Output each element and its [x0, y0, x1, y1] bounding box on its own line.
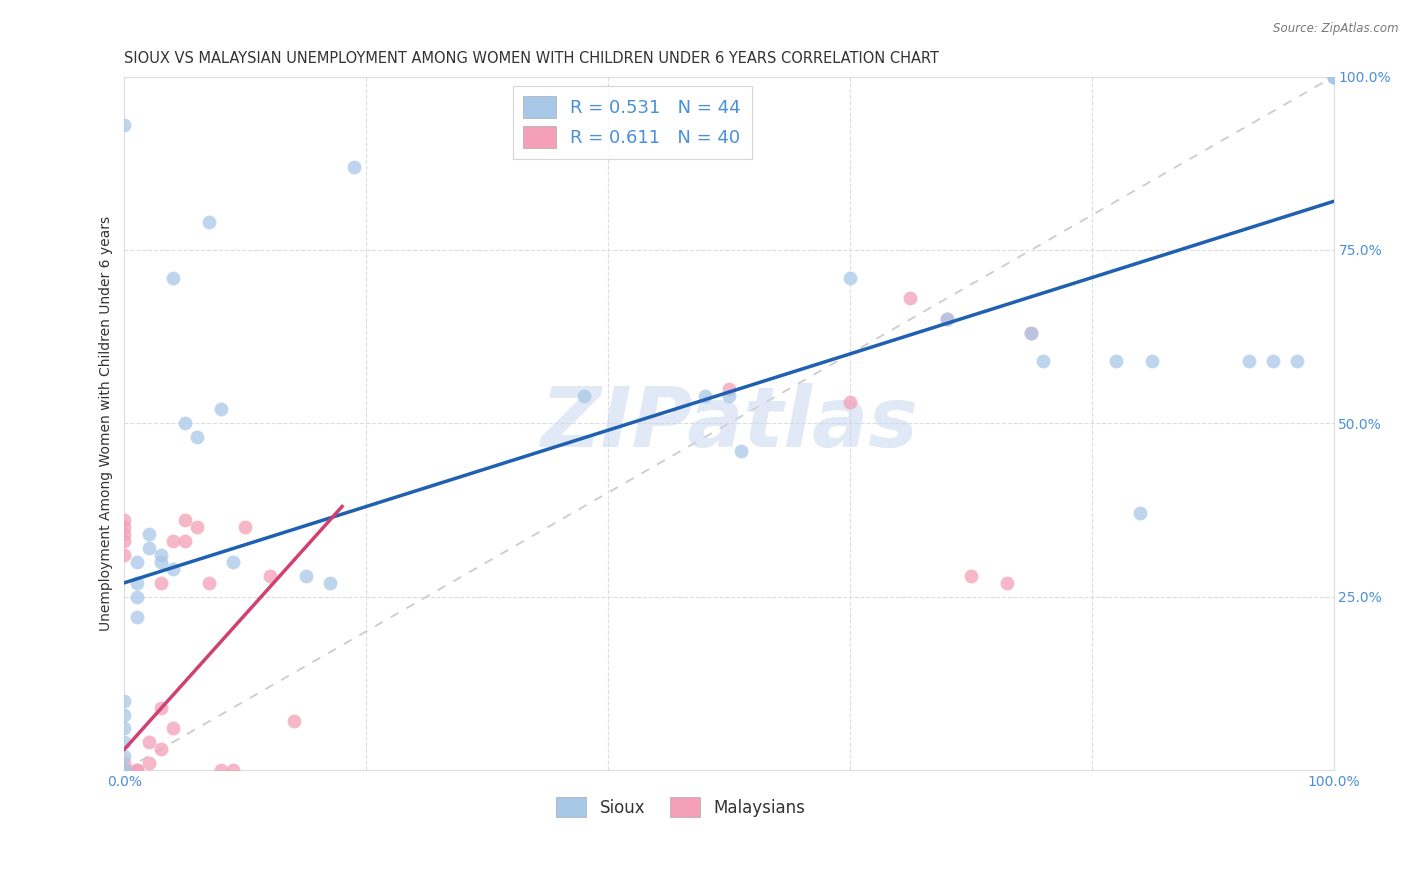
Point: [149, 548, 172, 562]
Point: [209, 402, 232, 417]
Point: [295, 569, 318, 583]
Point: [114, 693, 136, 707]
Point: [730, 444, 752, 458]
Point: [114, 735, 136, 749]
Point: [138, 735, 160, 749]
Point: [125, 763, 148, 777]
Point: [174, 534, 197, 549]
Point: [114, 722, 136, 736]
Point: [935, 312, 957, 326]
Point: [1261, 354, 1284, 368]
Point: [114, 548, 136, 562]
Point: [125, 763, 148, 777]
Point: [138, 756, 160, 770]
Point: [149, 575, 172, 590]
Point: [995, 575, 1018, 590]
Point: [114, 534, 136, 549]
Point: [1286, 354, 1309, 368]
Point: [222, 555, 245, 569]
Point: [149, 742, 172, 756]
Point: [235, 520, 257, 534]
Point: [114, 513, 136, 527]
Point: [174, 513, 197, 527]
Point: [125, 555, 148, 569]
Point: [1237, 354, 1260, 368]
Point: [209, 763, 232, 777]
Point: [1322, 70, 1344, 84]
Point: [162, 270, 184, 285]
Point: [717, 388, 740, 402]
Point: [343, 160, 366, 174]
Point: [114, 763, 136, 777]
Point: [1140, 354, 1163, 368]
Point: [162, 562, 184, 576]
Point: [114, 763, 136, 777]
Point: [114, 118, 136, 132]
Point: [149, 555, 172, 569]
Point: [114, 763, 136, 777]
Point: [162, 722, 184, 736]
Point: [319, 575, 342, 590]
Point: [114, 763, 136, 777]
Point: [125, 610, 148, 624]
Point: [959, 569, 981, 583]
Y-axis label: Unemployment Among Women with Children Under 6 years: Unemployment Among Women with Children U…: [100, 216, 114, 631]
Text: Source: ZipAtlas.com: Source: ZipAtlas.com: [1274, 22, 1399, 36]
Point: [1105, 354, 1128, 368]
Point: [114, 749, 136, 764]
Point: [149, 700, 172, 714]
Point: [1322, 70, 1344, 84]
Point: [283, 714, 305, 729]
Point: [1019, 326, 1042, 340]
Point: [114, 763, 136, 777]
Point: [838, 270, 860, 285]
Point: [198, 575, 221, 590]
Point: [198, 215, 221, 229]
Point: [1322, 70, 1344, 84]
Point: [1032, 354, 1054, 368]
Text: ZIPatlas: ZIPatlas: [540, 383, 918, 464]
Point: [1129, 507, 1152, 521]
Point: [114, 756, 136, 770]
Point: [898, 292, 921, 306]
Point: [114, 763, 136, 777]
Point: [174, 417, 197, 431]
Point: [1322, 70, 1344, 84]
Point: [186, 520, 208, 534]
Point: [838, 395, 860, 409]
Point: [114, 763, 136, 777]
Point: [1019, 326, 1042, 340]
Legend: Sioux, Malaysians: Sioux, Malaysians: [550, 790, 811, 824]
Point: [572, 388, 595, 402]
Point: [114, 763, 136, 777]
Point: [162, 534, 184, 549]
Point: [114, 520, 136, 534]
Point: [138, 527, 160, 541]
Point: [125, 575, 148, 590]
Point: [222, 763, 245, 777]
Point: [259, 569, 281, 583]
Point: [717, 382, 740, 396]
Point: [114, 763, 136, 777]
Point: [114, 527, 136, 541]
Point: [138, 541, 160, 555]
Point: [935, 312, 957, 326]
Point: [114, 763, 136, 777]
Point: [186, 430, 208, 444]
Point: [693, 388, 716, 402]
Point: [114, 707, 136, 722]
Text: SIOUX VS MALAYSIAN UNEMPLOYMENT AMONG WOMEN WITH CHILDREN UNDER 6 YEARS CORRELAT: SIOUX VS MALAYSIAN UNEMPLOYMENT AMONG WO…: [125, 51, 939, 66]
Point: [114, 763, 136, 777]
Point: [125, 590, 148, 604]
